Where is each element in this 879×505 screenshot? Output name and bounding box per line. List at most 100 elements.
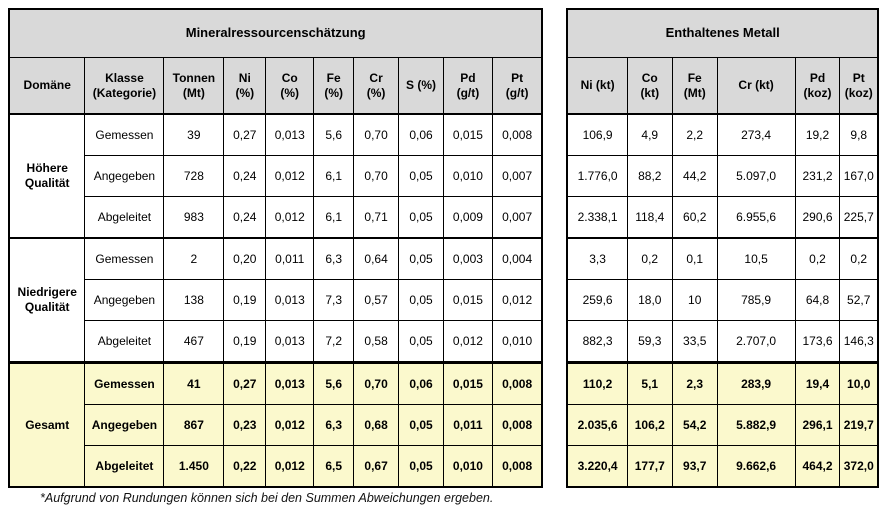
resource-cell: 0,012 [442, 320, 493, 363]
column-header-line: (g/t) [505, 85, 529, 100]
resource-cell: 0,010 [442, 445, 493, 488]
table-row: Abgeleitet 1.450 0,22 0,012 6,5 0,67 0,05 0,010… [9, 445, 543, 488]
metal-cell: 177,7 [626, 445, 673, 488]
resource-cell: 0,009 [442, 196, 493, 239]
metal-cell: 110,2 [566, 361, 628, 405]
metal-cell: 106,2 [626, 404, 673, 446]
resource-cell: 0,013 [265, 279, 315, 321]
table-row: 3.220,4 177,7 93,7 9.662,6 464,2 372,0 [566, 445, 879, 488]
resource-cell: 0,05 [398, 196, 444, 239]
metal-cell: 33,5 [671, 320, 718, 363]
column-header-line: Pd [460, 70, 476, 85]
metal-cell: 2.707,0 [716, 320, 796, 363]
resource-cell: 0,003 [442, 237, 493, 280]
column-header-line: (Mt) [182, 85, 205, 100]
column-header-line: (%) [366, 85, 386, 100]
resource-cell: 0,007 [491, 196, 543, 239]
class-cell: Angegeben [84, 279, 165, 321]
resource-cell: 0,24 [223, 155, 267, 197]
left-column-header-4: Co (%) [265, 57, 315, 115]
table-row: Angegeben 867 0,23 0,012 6,3 0,68 0,05 0,011 0,0… [9, 404, 543, 446]
column-header-line: Co [281, 70, 298, 85]
contained-metal-table: Enthaltenes Metall Ni (kt) Co (kt) Fe (Mt) Cr… [566, 8, 879, 488]
metal-cell: 219,7 [839, 404, 879, 446]
table-row: Abgeleitet 983 0,24 0,012 6,1 0,71 0,05 0,009 0,… [9, 196, 543, 239]
resource-cell: 0,010 [491, 320, 543, 363]
resource-cell: 0,05 [398, 155, 444, 197]
resource-cell: 0,58 [353, 320, 400, 363]
resource-cell: 0,015 [442, 361, 493, 405]
class-cell: Gemessen [84, 361, 165, 405]
metal-cell: 64,8 [794, 279, 841, 321]
column-header-line: (g/t) [456, 85, 480, 100]
left-column-header-7: S (%) [398, 57, 444, 115]
table-row: Angegeben 138 0,19 0,013 7,3 0,57 0,05 0,015 0,0… [9, 279, 543, 321]
resource-cell: 0,06 [398, 361, 444, 405]
metal-cell: 0,2 [839, 237, 879, 280]
resource-cell: 138 [163, 279, 225, 321]
column-header-line: S (%) [406, 78, 436, 92]
resource-cell: 0,008 [491, 113, 543, 156]
resource-cell: 0,05 [398, 320, 444, 363]
left-table-header-row: Domäne Klasse (Kategorie) Tonnen (Mt) Ni (%) Co… [8, 57, 543, 115]
metal-cell: 6.955,6 [716, 196, 796, 239]
metal-cell: 3.220,4 [566, 445, 628, 488]
metal-cell: 9,8 [839, 113, 879, 156]
column-header-line: (Mt) [683, 85, 706, 100]
class-cell: Angegeben [84, 155, 165, 197]
resource-cell: 0,70 [353, 361, 400, 405]
table-row: 259,6 18,0 10 785,9 64,8 52,7 [566, 279, 879, 321]
resource-cell: 0,010 [442, 155, 493, 197]
resource-cell: 0,06 [398, 113, 444, 156]
metal-cell: 59,3 [626, 320, 673, 363]
metal-cell: 3,3 [566, 237, 628, 280]
table-row: Niedrigere Qualität Gemessen 2 0,20 0,011 6,3… [8, 237, 543, 363]
metal-cell: 1.776,0 [566, 155, 628, 197]
metal-cell: 118,4 [626, 196, 673, 239]
left-table-title-row: Mineralressourcenschätzung [8, 8, 543, 58]
resource-cell: 0,008 [491, 404, 543, 446]
table-row: Angegeben 728 0,24 0,012 6,1 0,70 0,05 0,010 0,0… [9, 155, 543, 197]
resource-cell: 1.450 [163, 445, 225, 488]
resource-cell: 0,57 [353, 279, 400, 321]
left-column-header-6: Cr (%) [353, 57, 400, 115]
document-page: Mineralressourcenschätzung Domäne Klasse (… [8, 8, 879, 505]
left-table-title: Mineralressourcenschätzung [8, 8, 543, 58]
metal-cell: 283,9 [716, 361, 796, 405]
right-column-header-5: Pt (koz) [839, 57, 879, 115]
table-row: 1.776,0 88,2 44,2 5.097,0 231,2 167,0 [566, 155, 879, 197]
table-row: 106,9 4,9 2,2 273,4 19,2 9,8 [566, 113, 879, 156]
resource-cell: 39 [163, 113, 225, 156]
resource-cell: 0,011 [265, 237, 315, 280]
metal-cell: 372,0 [839, 445, 879, 488]
domain-cell: Niedrigere Qualität [8, 237, 86, 363]
column-header-line: (%) [280, 85, 300, 100]
metal-cell: 173,6 [794, 320, 841, 363]
column-header-line: Pt [852, 70, 865, 85]
metal-cell: 231,2 [794, 155, 841, 197]
resource-cell: 0,015 [442, 279, 493, 321]
metal-cell: 4,9 [626, 113, 673, 156]
column-header-line: Domäne [23, 78, 71, 92]
resource-cell: 0,19 [223, 279, 267, 321]
column-header-line: (%) [324, 85, 343, 100]
resource-cell: 0,05 [398, 279, 444, 321]
column-header-line: Klasse [105, 70, 144, 85]
metal-cell: 0,2 [626, 237, 673, 280]
table-row: Gesamt Gemessen 41 0,27 0,013 5,6 0,70 0,06 0,01… [8, 361, 543, 488]
table-row: 2.338,1 118,4 60,2 6.955,6 290,6 225,7 [566, 196, 879, 239]
metal-cell: 44,2 [671, 155, 718, 197]
right-column-header-2: Fe (Mt) [671, 57, 718, 115]
right-table-header-row: Ni (kt) Co (kt) Fe (Mt) Cr (kt) Pd (koz) Pt (koz) [566, 57, 879, 115]
metal-cell: 19,4 [794, 361, 841, 405]
resource-cell: 0,008 [491, 361, 543, 405]
resource-cell: 0,012 [265, 445, 315, 488]
resource-cell: 41 [163, 361, 225, 405]
class-cell: Gemessen [84, 113, 165, 156]
resource-cell: 0,64 [353, 237, 400, 280]
resource-cell: 6,3 [313, 404, 355, 446]
metal-cell: 5.097,0 [716, 155, 796, 197]
column-header-line: (%) [235, 85, 255, 100]
right-table-title-row: Enthaltenes Metall [566, 8, 879, 58]
resource-cell: 5,6 [313, 361, 355, 405]
